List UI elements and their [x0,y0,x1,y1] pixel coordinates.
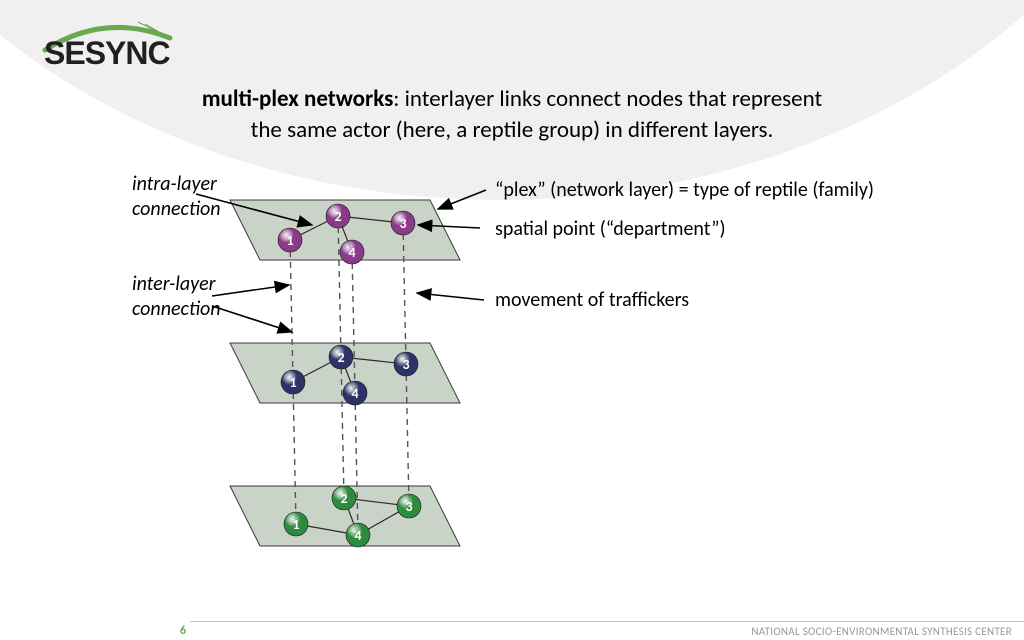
footer: 6 NATIONAL SOCIO-ENVIRONMENTAL SYNTHESIS… [0,620,1024,640]
inter-arrow2 [212,306,292,332]
page-number: 6 [180,624,186,638]
diagram-area: 1 2 3 4 1 2 3 4 1 2 3 4 intra-layer connection inte… [0,160,1024,600]
slide: SESYNC multi-plex networks: interlayer l… [0,0,1024,640]
anno-intra-layer: intra-layer connection [132,172,221,222]
slide-title: multi-plex networks: interlayer links co… [0,84,1024,146]
node-label: 1 [289,374,296,391]
plex-arrow [438,190,486,209]
title-rest1: : interlayer links connect nodes that re… [393,85,822,113]
node-label: 1 [286,232,293,249]
movement-arrow [417,293,484,300]
node-label: 2 [340,490,347,507]
logo: SESYNC [30,18,190,73]
node-label: 1 [292,516,299,533]
node-label: 4 [351,385,358,402]
node-label: 3 [402,356,409,373]
title-bold: multi-plex networks [202,85,393,113]
anno-movement: movement of traffickers [495,288,689,313]
node-label: 4 [348,244,355,261]
node-label: 3 [399,215,406,232]
logo-text: SESYNC [44,35,170,72]
org-name: NATIONAL SOCIO-ENVIRONMENTAL SYNTHESIS C… [751,625,1012,638]
node-label: 4 [354,527,361,544]
footer-divider [190,621,1024,622]
anno-spatial: spatial point (“department”) [495,217,726,242]
inter-arrow1 [212,285,289,296]
anno-plex: “plex” (network layer) = type of reptile… [495,178,874,203]
node-label: 3 [405,498,412,515]
node-label: 2 [334,208,341,225]
anno-inter-layer: inter-layer connection [132,272,221,322]
title-line2: the same actor (here, a reptile group) i… [251,116,774,144]
node-label: 2 [337,349,344,366]
